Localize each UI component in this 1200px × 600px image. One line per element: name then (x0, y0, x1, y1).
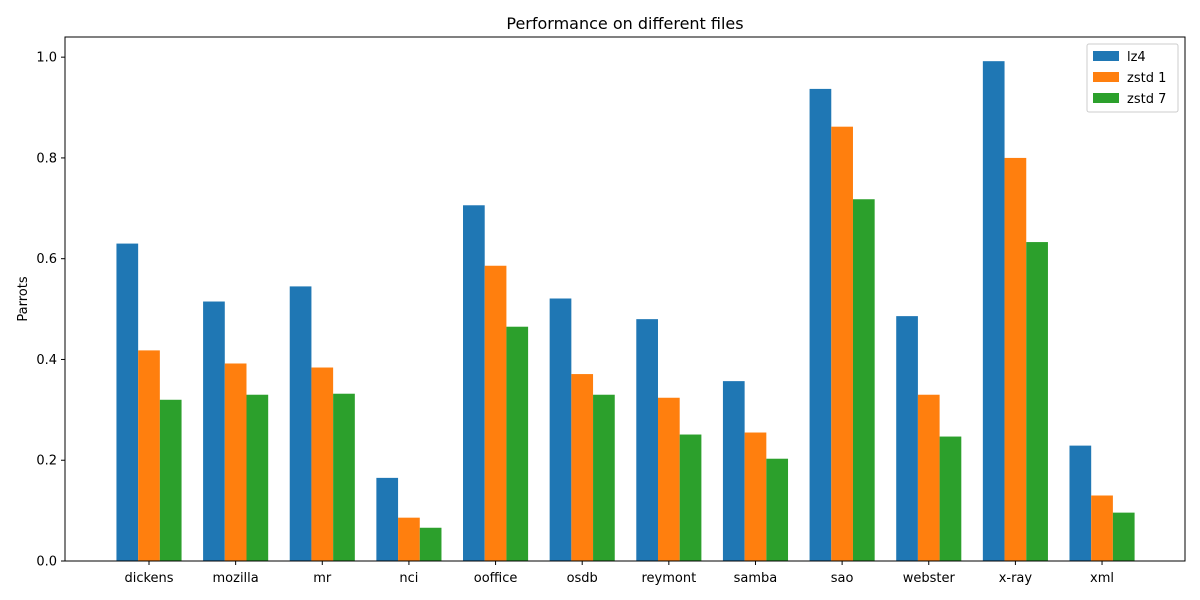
bar-zstd-1-dickens (138, 350, 160, 561)
x-tick-label: samba (734, 571, 778, 586)
bar-zstd-7-reymont (679, 434, 702, 561)
x-tick-label: xml (1090, 571, 1114, 586)
bar-zstd-7-dickens (159, 399, 182, 561)
x-tick-label: mr (313, 571, 332, 586)
bar-lz4-dickens (116, 243, 139, 561)
legend-swatch-zstd-7 (1093, 93, 1119, 103)
legend-label-zstd-7: zstd 7 (1127, 92, 1166, 107)
bar-zstd-1-osdb (571, 374, 594, 561)
x-tick-label: reymont (641, 571, 696, 586)
bar-zstd-1-ooffice (484, 265, 507, 561)
y-tick-label: 1.0 (36, 51, 57, 66)
bar-lz4-samba (722, 381, 745, 561)
bar-zstd-7-nci (419, 527, 442, 561)
y-tick-label: 0.2 (36, 454, 57, 469)
x-tick-label: dickens (124, 571, 173, 586)
x-tick-label: osdb (567, 571, 598, 586)
legend: lz4 zstd 1 zstd 7 (1086, 43, 1179, 113)
x-tick-label: sao (831, 571, 854, 586)
bar-lz4-nci (376, 477, 399, 561)
y-axis-label: Parrots (16, 276, 31, 321)
bar-zstd-7-xml (1112, 512, 1135, 561)
x-tick-label: x-ray (999, 571, 1033, 586)
legend-swatch-zstd-1 (1093, 72, 1119, 82)
y-tick-label: 0.0 (36, 555, 57, 570)
x-tick-label: mozilla (213, 571, 259, 586)
chart-title: Performance on different files (506, 14, 743, 33)
legend-label-zstd-1: zstd 1 (1127, 71, 1166, 86)
bar-lz4-xml (1069, 445, 1092, 561)
bar-zstd-1-samba (744, 432, 767, 561)
bar-lz4-sao (809, 88, 832, 562)
legend-label-lz4: lz4 (1127, 50, 1146, 65)
bar-zstd-7-osdb (593, 394, 615, 561)
bar-zstd-7-mozilla (246, 394, 269, 561)
bar-zstd-1-mozilla (224, 363, 247, 561)
bars-group (116, 61, 1135, 562)
bar-zstd-1-xml (1091, 495, 1113, 561)
legend-swatch-lz4 (1093, 51, 1119, 61)
bar-lz4-mozilla (203, 301, 225, 561)
y-tick-label: 0.8 (36, 151, 57, 166)
bar-zstd-1-reymont (657, 397, 680, 561)
bar-zstd-1-mr (311, 367, 334, 561)
bar-lz4-reymont (636, 319, 658, 561)
bar-lz4-mr (289, 286, 312, 561)
x-tick-label: webster (903, 571, 956, 586)
bar-zstd-1-sao (831, 126, 853, 562)
bar-zstd-7-ooffice (506, 326, 529, 561)
bar-lz4-osdb (549, 298, 572, 561)
y-tick-label: 0.4 (36, 353, 57, 368)
x-tick-label: nci (399, 571, 418, 586)
bar-zstd-7-webster (939, 436, 962, 561)
bar-lz4-webster (896, 316, 918, 561)
y-tick-label: 0.6 (36, 252, 57, 267)
bar-zstd-1-webster (917, 394, 940, 561)
bar-lz4-x-ray (982, 61, 1005, 562)
x-axis-ticks: dickens mozilla mr nci ooffice osdb reymont sam… (124, 561, 1114, 586)
y-axis-ticks: 0.0 0.2 0.4 0.6 0.8 1.0 (36, 51, 65, 570)
bar-zstd-7-samba (766, 458, 789, 561)
x-tick-label: ooffice (474, 571, 518, 586)
bar-zstd-1-nci (398, 517, 420, 561)
bar-lz4-ooffice (463, 205, 485, 561)
bar-zstd-1-x-ray (1004, 157, 1027, 562)
bar-zstd-7-mr (333, 393, 355, 561)
plot-frame (64, 36, 1186, 562)
bar-zstd-7-x-ray (1026, 242, 1048, 561)
bar-zstd-7-sao (852, 199, 875, 562)
